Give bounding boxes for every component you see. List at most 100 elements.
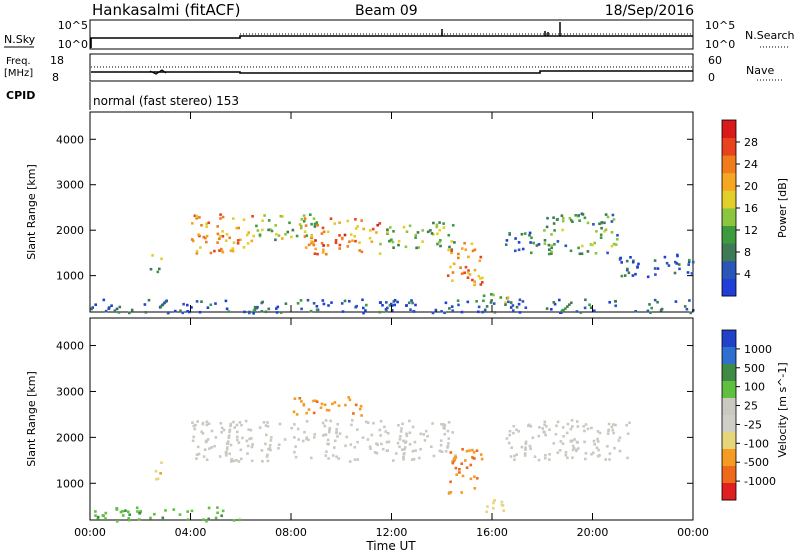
power-cell [284, 302, 288, 305]
vel-cell [397, 424, 400, 427]
power-cell [524, 306, 528, 309]
power-cell [514, 249, 517, 253]
vel-cell [373, 451, 377, 454]
power-cell [338, 243, 342, 247]
power-cell [221, 230, 224, 233]
power-cell [179, 309, 182, 313]
vel-cell [135, 506, 139, 510]
power-cell [207, 221, 211, 225]
vel-cell [399, 430, 403, 433]
power-cell [589, 306, 593, 309]
vel-cell [501, 504, 505, 507]
power-cell [362, 311, 365, 315]
vel-cell [267, 448, 270, 451]
power-cell [218, 237, 221, 241]
power-blob [446, 241, 484, 287]
power-cell [174, 309, 177, 313]
vel-cell [324, 454, 328, 457]
vel-cell [485, 510, 488, 514]
power-cell [479, 283, 483, 286]
power-cell [216, 225, 219, 228]
vel-cell [402, 439, 405, 443]
power-cell [610, 231, 614, 234]
vel-cell [266, 425, 270, 428]
vel-cell [335, 455, 338, 458]
vel-cell [292, 410, 296, 414]
vel-cell [258, 426, 262, 429]
velocity-colorbar-cell [722, 381, 736, 399]
power-cell [205, 225, 208, 228]
vel-cell [232, 459, 235, 463]
vel-cell [440, 450, 443, 453]
power-cell [113, 309, 117, 312]
vel-cell [476, 477, 479, 480]
vel-cell [331, 454, 335, 457]
power-cell [598, 222, 601, 226]
velocity-colorbar-cell [722, 398, 736, 416]
power-cell [606, 215, 610, 219]
vel-cell [613, 446, 616, 450]
vel-cell [612, 431, 615, 435]
power-cell [561, 228, 564, 232]
velocity-colorbar-label: Velocity [m s^-1] [776, 362, 789, 457]
power-cell [611, 213, 615, 217]
power-cell [634, 272, 637, 276]
vel-cell [520, 445, 524, 449]
power-cell [307, 243, 311, 247]
vel-cell [323, 403, 327, 407]
power-cell [386, 228, 389, 231]
power-cell [478, 259, 482, 263]
power-cell [358, 249, 361, 252]
vel-cell [250, 445, 254, 449]
power-cell [267, 228, 270, 232]
power-cell [385, 310, 388, 313]
power-cell [310, 222, 313, 226]
vel-cell [607, 422, 611, 426]
vel-cell [543, 420, 547, 424]
vel-cell [319, 406, 323, 409]
vel-cell [451, 461, 455, 465]
power-cell [275, 311, 279, 314]
power-cell [206, 306, 210, 309]
y-tick-label: 4000 [56, 133, 84, 146]
power-cell [279, 214, 283, 218]
vel-cell [383, 425, 386, 429]
nsky-trace [90, 35, 693, 48]
power-cell [543, 242, 547, 245]
vel-blob [485, 499, 505, 514]
vel-cell [582, 425, 585, 428]
vel-cell [566, 422, 570, 426]
power-cell [473, 280, 476, 283]
vel-cell [250, 459, 254, 463]
power-cell [274, 224, 277, 227]
power-cell [253, 305, 257, 309]
vel-cell [508, 433, 511, 437]
power-cell [464, 265, 468, 269]
vel-cell [351, 419, 354, 422]
vel-cell [361, 436, 365, 439]
vel-cell [261, 460, 264, 463]
vel-cell [510, 446, 513, 449]
vel-cell [354, 403, 358, 407]
power-cell [107, 307, 111, 310]
power-cell [195, 215, 199, 218]
power-cell [435, 225, 439, 229]
power-cell [604, 228, 608, 232]
vel-cell [338, 432, 342, 435]
power-cell [322, 244, 325, 247]
vel-cell [301, 439, 305, 443]
power-cell [517, 248, 521, 252]
vel-cell [320, 402, 324, 406]
power-cell [450, 240, 454, 243]
power-cell [492, 293, 495, 297]
vel-cell [214, 516, 218, 520]
power-cell [216, 241, 219, 244]
power-cell [648, 303, 651, 306]
vel-cell [226, 440, 230, 443]
vel-cell [386, 432, 390, 435]
power-cell [407, 301, 411, 305]
power-cell [610, 220, 614, 223]
vel-cell [96, 515, 100, 519]
power-cell [312, 302, 316, 305]
vel-cell [513, 458, 516, 461]
